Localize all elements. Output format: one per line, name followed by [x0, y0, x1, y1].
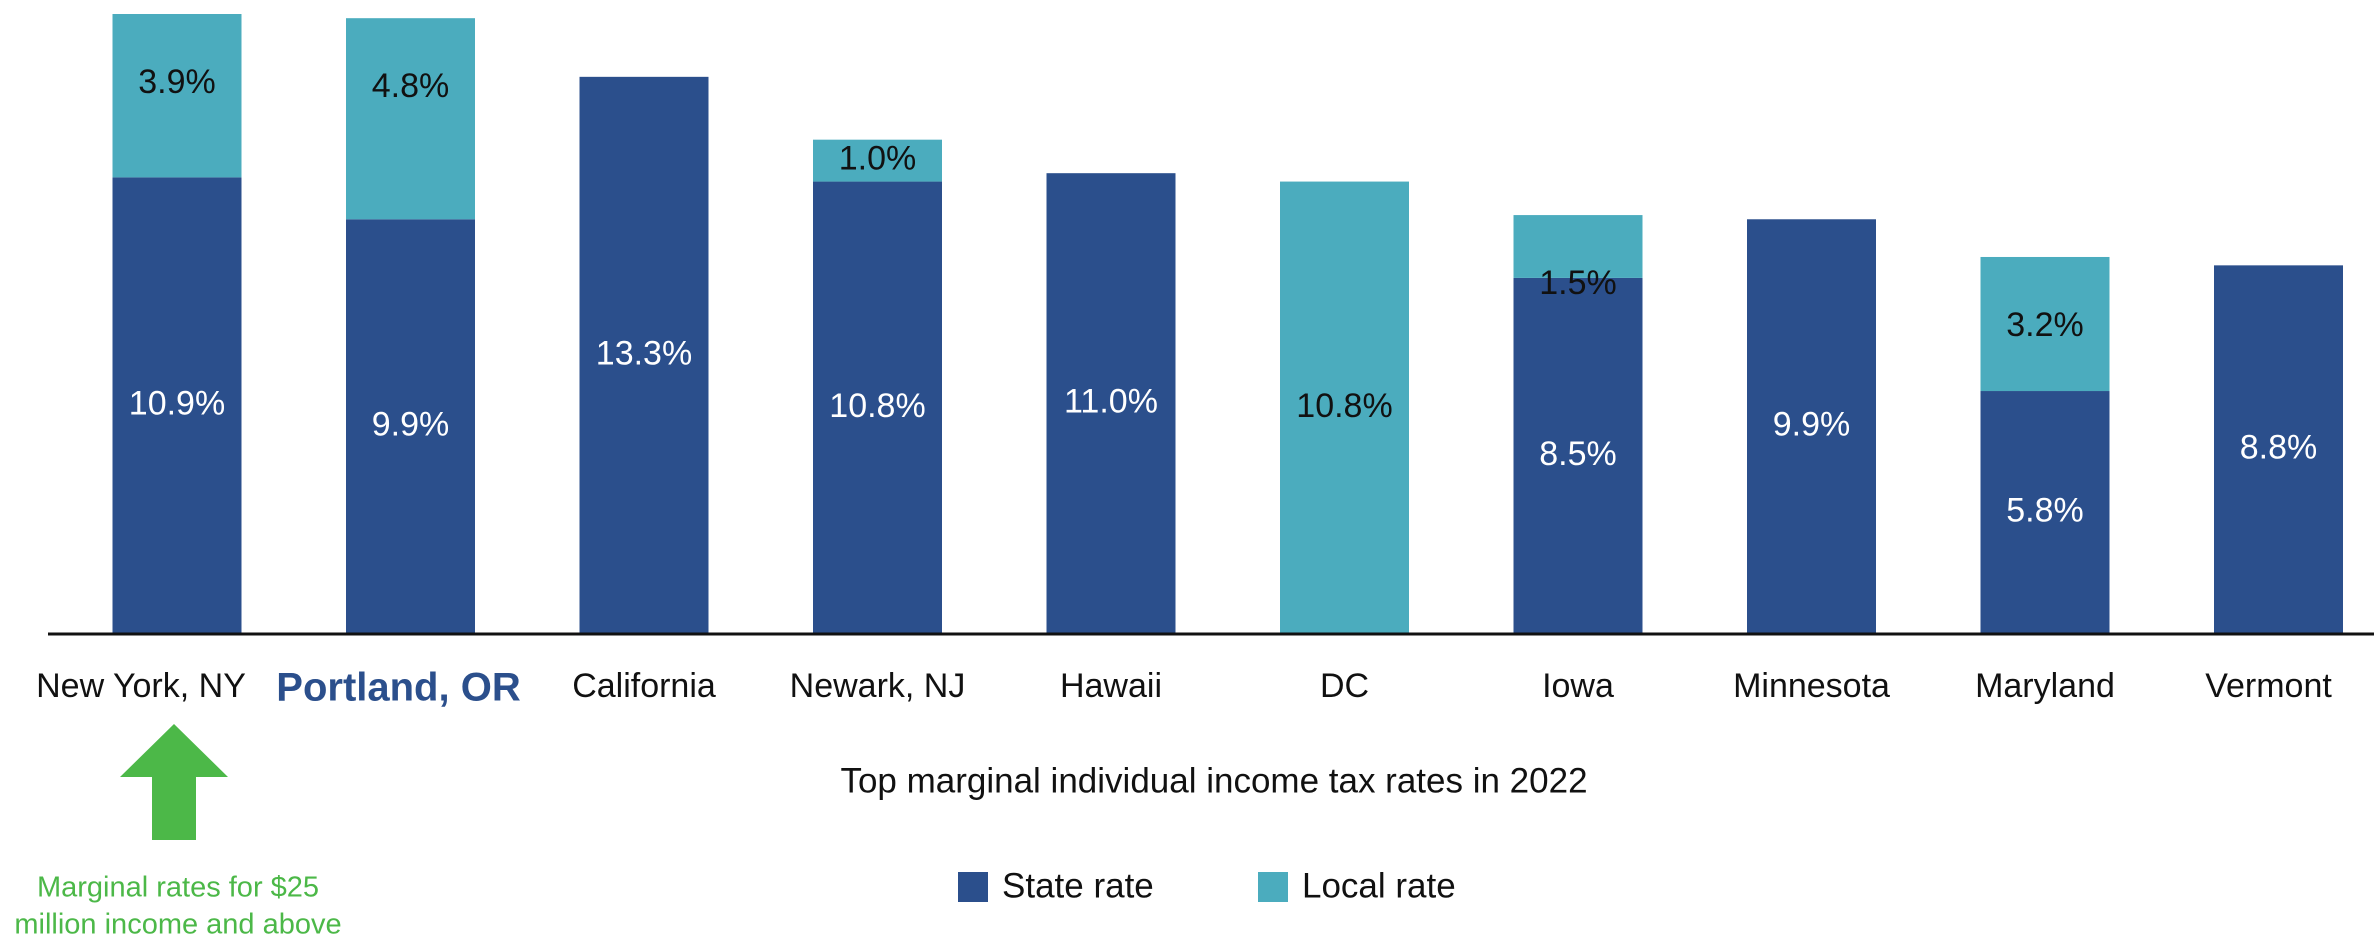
legend-label: Local rate: [1302, 866, 1456, 905]
bar-segment: [1513, 277, 1643, 634]
bar-segment: [346, 18, 475, 220]
value-label: 1.0%: [839, 140, 917, 178]
value-label: 5.8%: [2006, 491, 2084, 529]
x-axis-title: Top marginal individual income tax rates…: [840, 761, 1587, 800]
value-label: 9.9%: [372, 406, 450, 444]
bar-segment: [346, 219, 475, 634]
bar-segment: [1280, 181, 1409, 634]
annotation: million income and above: [14, 909, 341, 939]
bar-segment: [1747, 219, 1876, 634]
bar-segment: [813, 139, 942, 182]
x-tick-label: Hawaii: [1060, 667, 1162, 705]
legend-swatch: [1258, 872, 1288, 902]
x-tick-label: DC: [1320, 667, 1369, 705]
annotation: Marginal rates for $25: [37, 872, 319, 904]
bar-segment: [1980, 391, 2110, 634]
x-tick-label: Minnesota: [1733, 667, 1890, 705]
bar-segment: [1046, 173, 1176, 634]
x-tick-label: Iowa: [1542, 667, 1614, 705]
bar-segment: [1980, 256, 2110, 392]
x-tick-label: New York, NY: [36, 667, 246, 705]
value-label: 13.3%: [596, 334, 692, 372]
bar-segment: [112, 14, 242, 178]
value-label: 9.9%: [1773, 406, 1851, 444]
x-tick-label: Maryland: [1975, 667, 2115, 705]
arrow: [120, 724, 228, 840]
bar-segment: [1513, 215, 1643, 278]
value-label: 10.8%: [829, 387, 925, 425]
value-label: 11.0%: [1064, 383, 1158, 421]
bar-segment: [579, 76, 709, 635]
value-label: 10.9%: [129, 385, 225, 423]
x-tick-label: Newark, NJ: [790, 667, 966, 705]
bar-segment: [2214, 265, 2343, 634]
bar-segment: [813, 181, 942, 634]
legend-label: State rate: [1002, 866, 1154, 905]
legend-swatch: [958, 872, 988, 902]
value-label: 10.8%: [1296, 387, 1392, 425]
x-tick-label: California: [572, 667, 716, 705]
value-label: 4.8%: [372, 67, 450, 105]
bar-segment: [112, 177, 242, 635]
value-label: 8.8%: [2240, 429, 2318, 467]
value-label: 1.5%: [1539, 264, 1617, 302]
value-label: 3.2%: [2006, 306, 2084, 344]
x-tick-label: Vermont: [2205, 667, 2332, 705]
value-label: 3.9%: [138, 63, 216, 101]
x-tick-label: Portland, OR: [276, 666, 521, 710]
value-label: 8.5%: [1539, 435, 1617, 473]
